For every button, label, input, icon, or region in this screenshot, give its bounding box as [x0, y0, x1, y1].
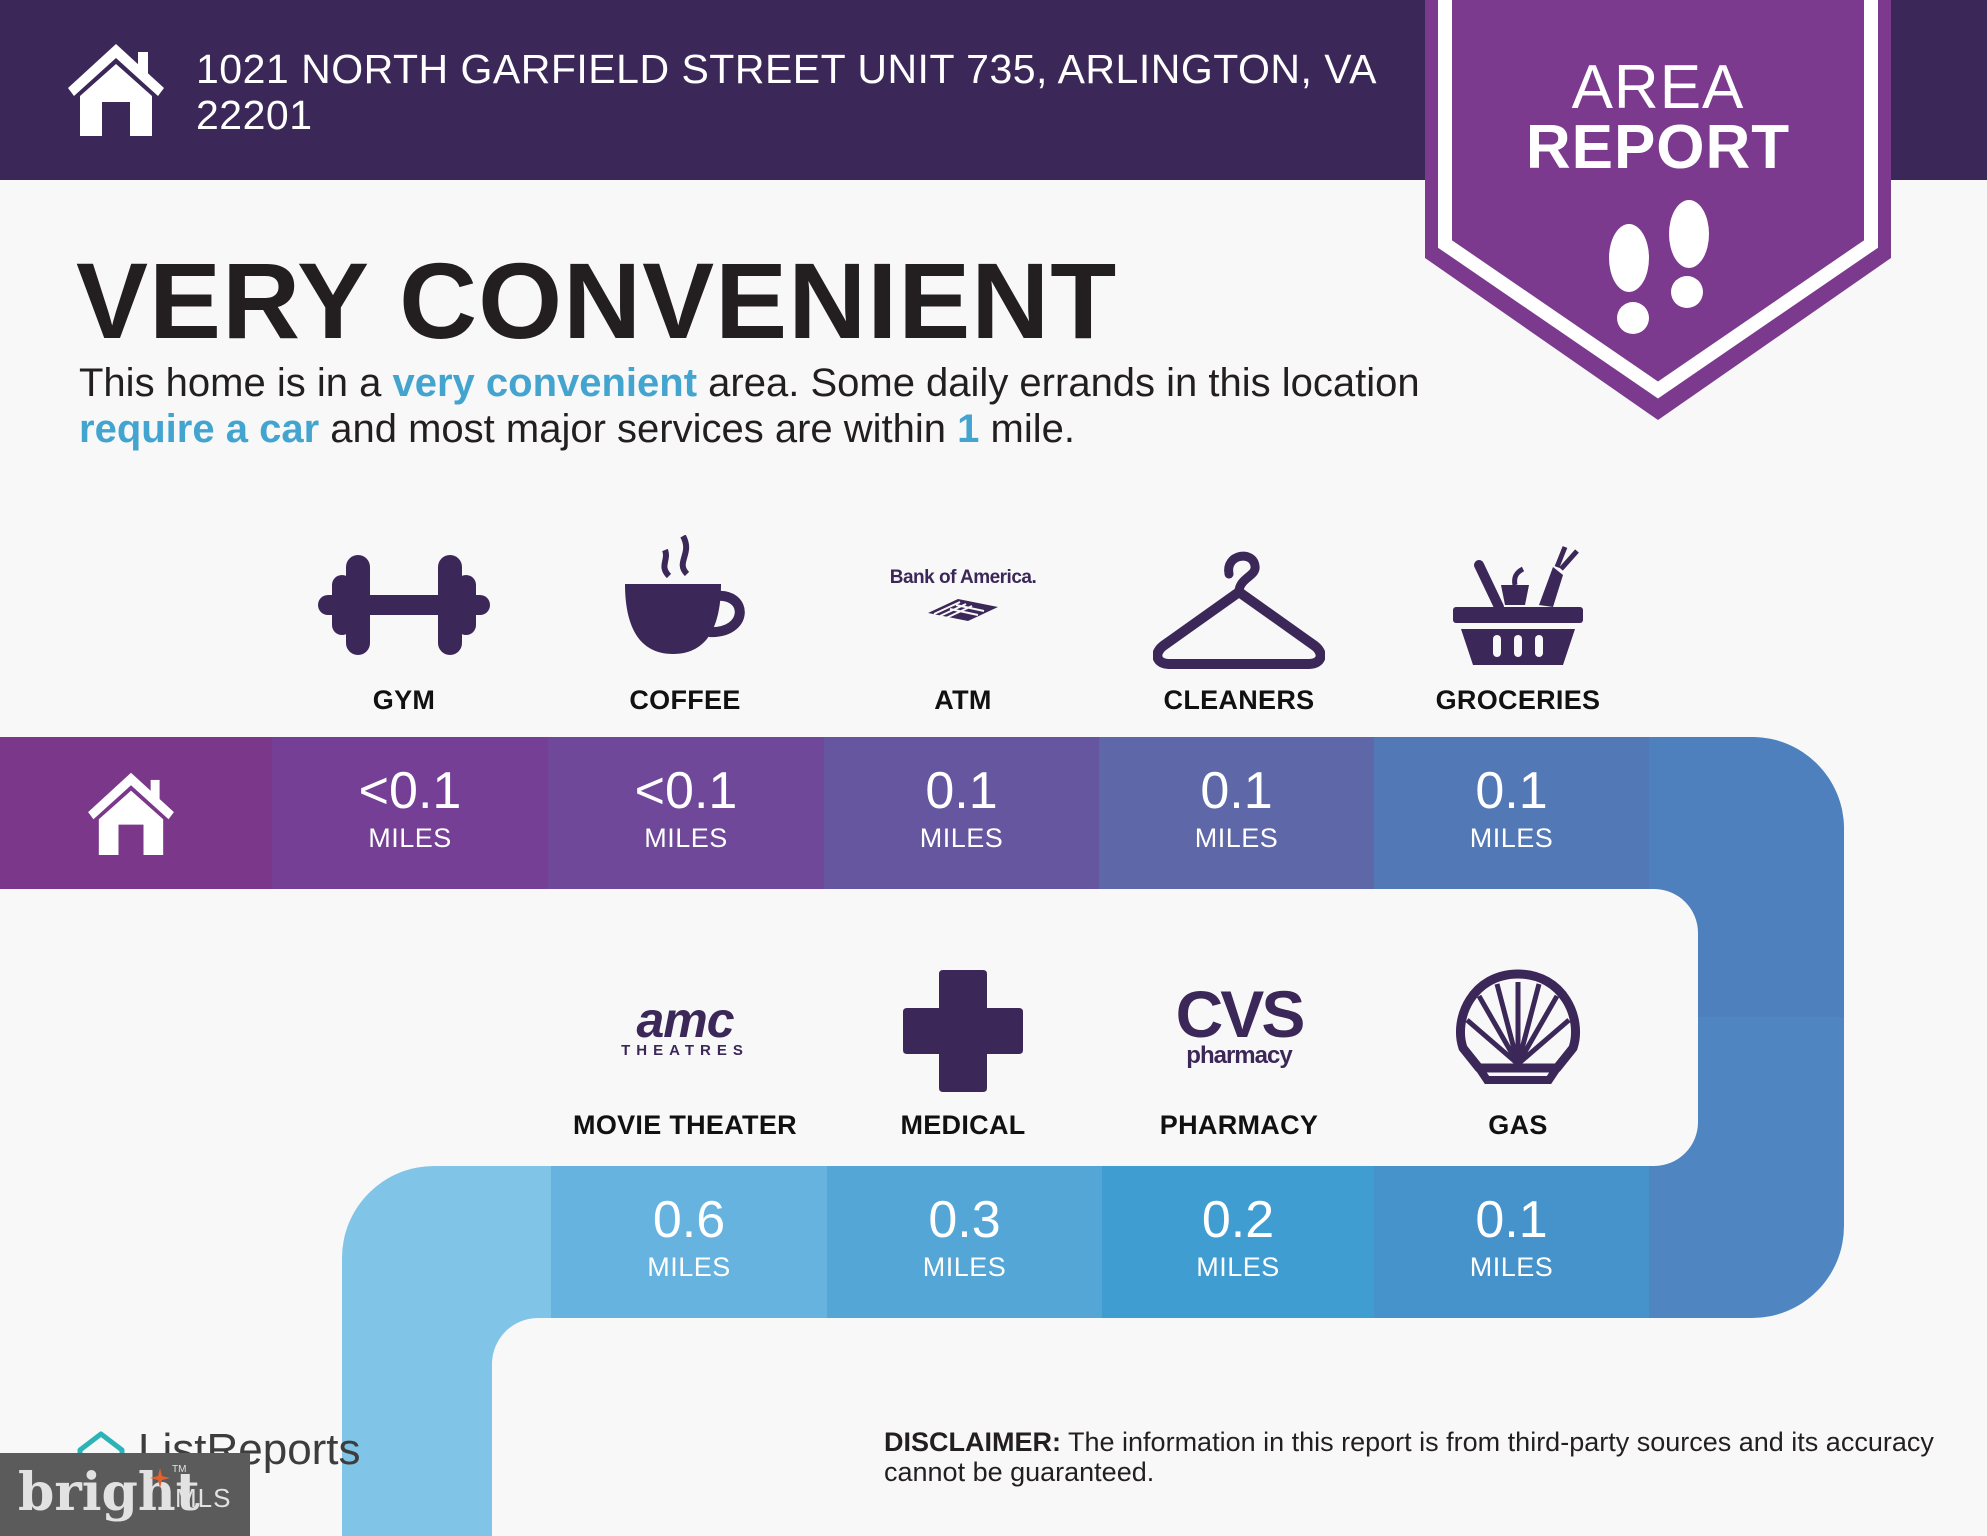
summary-highlight-distance: 1 [957, 407, 980, 451]
service-label: MEDICAL [900, 1110, 1026, 1140]
page-title: VERY CONVENIENT [76, 240, 1118, 361]
distance-unit: MILES [1196, 1252, 1280, 1282]
address-line-2: 22201 [196, 92, 313, 138]
service-gas: GAS [1380, 960, 1656, 1140]
service-cleaners: CLEANERS [1101, 540, 1377, 730]
distance-unit: MILES [919, 823, 1004, 853]
distance-value: 0.6 [652, 1191, 726, 1249]
service-label: MOVIE THEATER [573, 1110, 797, 1140]
coffee-cup-icon [625, 535, 745, 654]
distance-value: <0.1 [634, 762, 738, 820]
service-label: CLEANERS [1163, 685, 1315, 715]
service-label: GROCERIES [1435, 685, 1601, 715]
distance-unit: MILES [1194, 823, 1279, 853]
distance-unit: MILES [647, 1252, 731, 1282]
service-groceries: GROCERIES [1380, 540, 1656, 730]
badge-line-2: REPORT [1525, 113, 1791, 182]
trademark: TM [172, 1464, 187, 1475]
distance-value: 0.2 [1201, 1191, 1275, 1249]
badge-line-1: AREA [1571, 53, 1745, 122]
distance-unit: MILES [644, 823, 728, 853]
summary-text: and most major services are within [319, 407, 958, 451]
badge-title: AREA REPORT [1425, 53, 1891, 182]
bank-of-america-logo: Bank of America. [883, 567, 1043, 630]
amc-theatres-logo: amc THEATRES [605, 992, 765, 1059]
distance-cell-pharmacy: 0.2 MILES [1102, 1166, 1374, 1318]
summary-text: area. Some daily errands in this locatio… [697, 361, 1420, 405]
disclaimer-text: The information in this report is from t… [884, 1427, 1934, 1487]
distance-cell-cleaners: 0.1 MILES [1099, 737, 1374, 889]
service-movie-theater: amc THEATRES MOVIE THEATER [547, 960, 823, 1140]
bright-wordmark: bright [18, 1462, 200, 1523]
footsteps-icon [1609, 200, 1709, 334]
disclaimer: DISCLAIMER: The information in this repo… [884, 1427, 1944, 1487]
distance-value: 0.3 [928, 1191, 1001, 1249]
logo-subtext: pharmacy [1186, 1042, 1292, 1069]
distance-cell-coffee: <0.1 MILES [548, 737, 824, 889]
house-icon [68, 44, 164, 136]
grocery-basket-icon [1453, 546, 1583, 665]
logo-text: Bank of America. [889, 567, 1037, 588]
house-icon [88, 772, 174, 855]
distance-value: 0.1 [925, 762, 998, 820]
distance-cell-gym: <0.1 MILES [272, 737, 548, 889]
distance-cell-medical: 0.3 MILES [827, 1166, 1102, 1318]
property-address: 1021 NORTH GARFIELD STREET UNIT 735, ARL… [196, 46, 1396, 138]
summary-text: mile. [979, 407, 1075, 451]
service-label: GYM [372, 685, 436, 715]
road-inner-gap-bottom [492, 1318, 1987, 1536]
area-report-badge [1425, 0, 1891, 420]
star-icon [150, 1468, 170, 1488]
logo-text: amc [636, 992, 734, 1048]
service-label: PHARMACY [1159, 1110, 1319, 1140]
distance-value: 0.1 [1475, 1191, 1548, 1249]
medical-cross-icon [903, 970, 1023, 1092]
flag-icon [928, 599, 998, 621]
summary-paragraph: This home is in a very convenient area. … [79, 360, 1459, 452]
cvs-pharmacy-logo: CVS pharmacy [1159, 977, 1319, 1069]
home-start-cell [0, 737, 272, 889]
distance-value: <0.1 [358, 762, 462, 820]
service-coffee: COFFEE [547, 535, 823, 730]
service-label: COFFEE [629, 685, 741, 715]
summary-highlight-convenience: very convenient [392, 361, 698, 405]
distance-cell-atm: 0.1 MILES [824, 737, 1099, 889]
service-label: ATM [934, 685, 992, 715]
bright-mls-watermark [0, 1453, 250, 1536]
summary-text: This home is in a [79, 361, 393, 405]
address-line-1: 1021 NORTH GARFIELD STREET UNIT 735, ARL… [196, 46, 1377, 92]
summary-highlight-car: require a car [79, 407, 320, 451]
distance-unit: MILES [922, 1252, 1007, 1282]
logo-subtext: THEATRES [621, 1042, 749, 1059]
service-atm: Bank of America. ATM [825, 540, 1101, 730]
hanger-icon [1153, 551, 1325, 669]
distance-unit: MILES [1469, 823, 1554, 853]
dumbbell-icon [318, 555, 490, 655]
disclaimer-label: DISCLAIMER: [884, 1427, 1061, 1457]
shell-logo [1455, 969, 1581, 1084]
distance-cell-movie-theater: 0.6 MILES [551, 1166, 827, 1318]
service-medical: MEDICAL [825, 960, 1101, 1140]
distance-unit: MILES [1469, 1252, 1554, 1282]
service-label: GAS [1488, 1110, 1548, 1140]
service-pharmacy: CVS pharmacy PHARMACY [1101, 960, 1377, 1140]
distance-unit: MILES [368, 823, 452, 853]
distance-value: 0.1 [1200, 762, 1273, 820]
distance-cell-groceries: 0.1 MILES [1374, 737, 1649, 889]
service-gym: GYM [266, 540, 542, 730]
logo-text: CVS [1175, 977, 1306, 1051]
mls-text: MLS [175, 1483, 232, 1513]
distance-cell-gas: 0.1 MILES [1374, 1166, 1649, 1318]
distance-value: 0.1 [1475, 762, 1548, 820]
